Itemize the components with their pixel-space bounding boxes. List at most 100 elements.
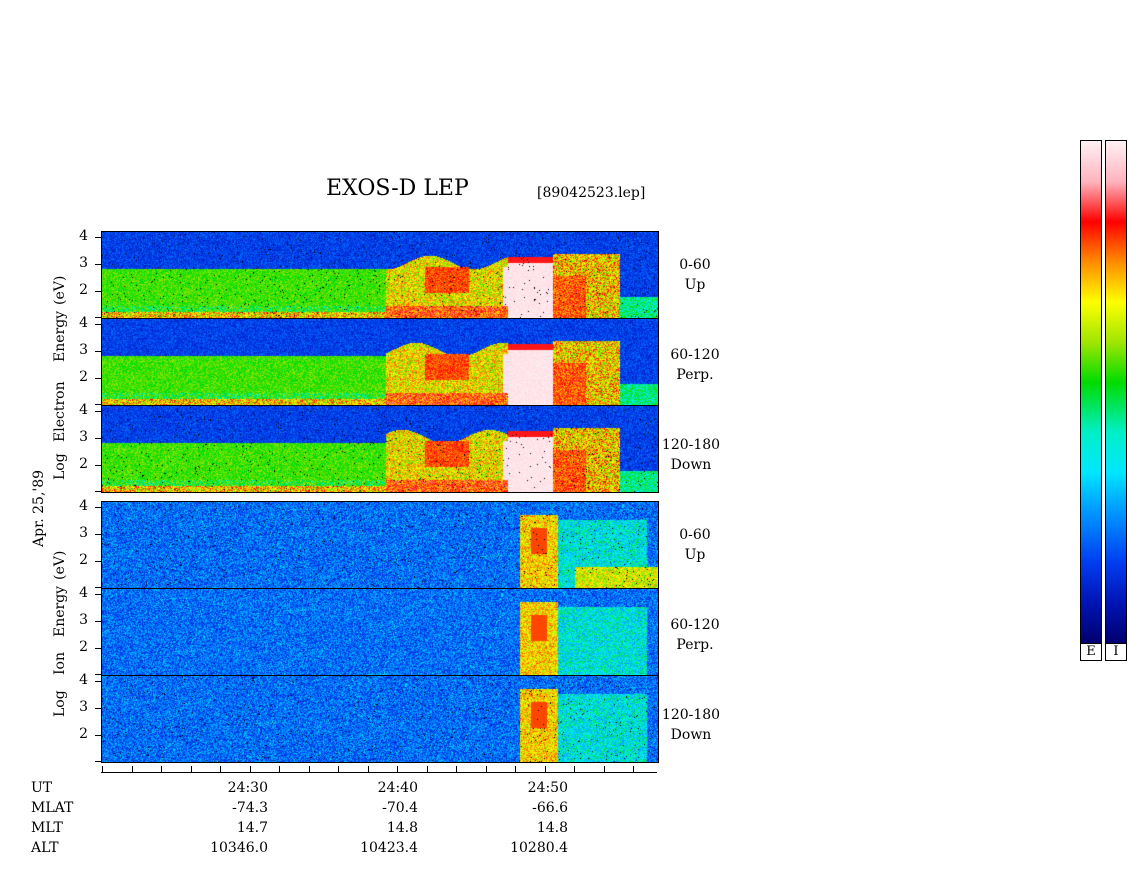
ion-perp-panel	[101, 588, 659, 676]
row-label-ut: UT	[31, 780, 53, 796]
y-tick-label: 4	[79, 585, 88, 602]
y-tick-label: 2	[79, 456, 88, 473]
x-tick	[190, 766, 192, 772]
x-tick	[161, 766, 162, 772]
y-tick-label: 4	[79, 402, 88, 419]
y-tick	[95, 674, 101, 675]
ion-colorbar	[1105, 140, 1127, 644]
y-tick	[95, 351, 101, 353]
file-name: [89042523.lep]	[537, 185, 646, 201]
y-tick-label: 3	[79, 612, 88, 629]
y-tick	[95, 237, 101, 239]
channel-label: 120-180 Down	[661, 437, 721, 473]
electron-ylabel-log: Log	[52, 453, 68, 480]
y-tick	[95, 561, 101, 563]
x-tick	[279, 766, 280, 772]
y-tick-label: 2	[79, 369, 88, 386]
y-tick	[95, 317, 101, 318]
row-label-mlat: MLAT	[31, 800, 74, 816]
x-tick	[603, 766, 605, 772]
y-tick	[95, 708, 101, 710]
channel-label: 0-60 Up	[679, 257, 711, 293]
ion-ylabel-unit: (eV)	[52, 550, 68, 580]
y-tick	[95, 587, 101, 588]
x-tick	[367, 766, 369, 772]
mlt-value: 14.8	[386, 820, 418, 836]
x-tick	[485, 766, 487, 772]
channel-label: 0-60 Up	[679, 527, 711, 563]
y-tick-label: 4	[79, 672, 88, 689]
x-tick	[220, 766, 221, 772]
y-tick	[95, 404, 101, 405]
x-tick	[633, 766, 634, 772]
row-label-mlt: MLT	[31, 820, 63, 836]
y-tick	[95, 465, 101, 467]
y-tick-label: 3	[79, 525, 88, 542]
y-tick-label: 2	[79, 282, 88, 299]
y-tick	[95, 438, 101, 440]
electron-ylabel-energy: Energy	[52, 310, 68, 362]
channel-label: 60-120 Perp.	[670, 617, 720, 653]
mlat-value: -70.4	[382, 800, 418, 816]
y-tick	[95, 324, 101, 326]
alt-value: 10346.0	[210, 840, 268, 856]
x-tick	[456, 766, 457, 772]
x-tick	[102, 766, 103, 772]
channel-label: 120-180 Down	[661, 707, 721, 743]
x-tick	[131, 766, 133, 772]
x-tick	[544, 766, 546, 772]
ion-ylabel-energy: Energy	[52, 585, 68, 637]
x-tick	[397, 766, 398, 772]
y-tick-label: 3	[79, 429, 88, 446]
y-tick	[95, 681, 101, 683]
y-tick-label: 3	[79, 342, 88, 359]
y-tick-label: 3	[79, 699, 88, 716]
electron-up-panel	[101, 231, 659, 319]
mlt-value: 14.7	[236, 820, 268, 836]
ut-tick-label: 24:30	[227, 780, 268, 796]
y-tick-label: 2	[79, 639, 88, 656]
electron-colorbar-label: E	[1080, 643, 1102, 661]
chart-title: EXOS-D LEP	[326, 176, 469, 201]
ut-tick-label: 24:40	[377, 780, 418, 796]
y-tick	[95, 648, 101, 650]
y-tick-label: 3	[79, 255, 88, 272]
x-tick	[338, 766, 339, 772]
electron-down-panel	[101, 405, 659, 493]
ion-ylabel-log: Log	[52, 690, 68, 717]
x-tick	[308, 766, 310, 772]
y-tick	[95, 411, 101, 413]
y-tick	[95, 761, 101, 762]
x-tick	[249, 766, 251, 772]
channel-label: 60-120 Perp.	[670, 347, 720, 383]
y-tick	[95, 491, 101, 492]
mlat-value: -66.6	[532, 800, 568, 816]
x-axis-line	[101, 772, 657, 773]
electron-ylabel-unit: (eV)	[52, 275, 68, 305]
y-tick-label: 4	[79, 315, 88, 332]
y-tick	[95, 264, 101, 266]
y-tick	[95, 621, 101, 623]
y-tick-label: 2	[79, 726, 88, 743]
date-label: Apr. 25,'89	[31, 469, 47, 547]
ion-colorbar-label: I	[1105, 643, 1127, 661]
x-tick	[515, 766, 516, 772]
mlt-value: 14.8	[536, 820, 568, 836]
ion-down-panel	[101, 675, 659, 763]
ion-up-panel	[101, 501, 659, 589]
x-tick	[574, 766, 575, 772]
row-label-alt: ALT	[31, 840, 59, 856]
y-tick-label: 4	[79, 228, 88, 245]
y-tick	[95, 378, 101, 380]
y-tick	[95, 507, 101, 509]
ion-ylabel-species: Ion	[52, 652, 68, 675]
y-tick	[95, 594, 101, 596]
x-tick	[426, 766, 428, 772]
ut-tick-label: 24:50	[527, 780, 568, 796]
mlat-value: -74.3	[232, 800, 268, 816]
electron-perp-panel	[101, 318, 659, 406]
alt-value: 10423.4	[360, 840, 418, 856]
y-tick	[95, 534, 101, 536]
y-tick-label: 2	[79, 552, 88, 569]
alt-value: 10280.4	[510, 840, 568, 856]
